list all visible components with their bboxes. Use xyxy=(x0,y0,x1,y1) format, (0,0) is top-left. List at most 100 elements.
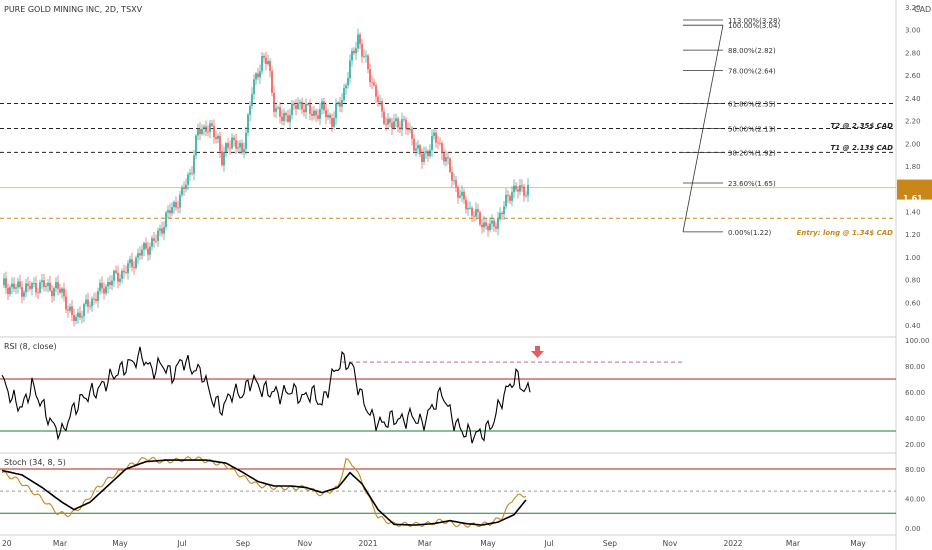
candle-body xyxy=(249,105,251,115)
candle-body xyxy=(445,157,447,162)
stoch-tick-label: 80.00 xyxy=(905,466,925,474)
candle-body xyxy=(303,109,305,113)
candle-body xyxy=(199,129,201,135)
candle-body xyxy=(417,145,419,149)
price-tick-label: 2.20 xyxy=(905,118,921,126)
candle-body xyxy=(197,129,199,136)
time-tick-label: Mar xyxy=(53,539,68,548)
candle-body xyxy=(127,263,129,274)
candle-body xyxy=(181,187,183,195)
candle-body xyxy=(447,157,449,159)
time-tick-label: Mar xyxy=(418,539,433,548)
candle-body xyxy=(61,288,63,293)
candle-body xyxy=(355,48,357,54)
candle-body xyxy=(335,103,337,119)
candle-body xyxy=(131,259,133,268)
candle-body xyxy=(527,184,529,196)
candle-body xyxy=(271,70,273,93)
candle-body xyxy=(235,140,237,149)
candle-body xyxy=(519,185,521,192)
candle-body xyxy=(269,61,271,71)
candle-body xyxy=(341,100,343,107)
price-tick-label: 2.60 xyxy=(905,72,921,80)
candle-body xyxy=(295,105,297,109)
stoch-tick-label: 40.00 xyxy=(905,496,925,504)
candle-body xyxy=(91,298,93,307)
candlestick-series xyxy=(3,28,529,327)
candle-body xyxy=(227,143,229,148)
candle-body xyxy=(99,282,101,292)
fib-level-label: 88.00%(2.82) xyxy=(728,47,776,55)
rsi-tick-label: 40.00 xyxy=(905,415,925,423)
candle-body xyxy=(237,147,239,149)
candle-body xyxy=(419,145,421,155)
candle-body xyxy=(479,212,481,225)
candle-body xyxy=(261,56,263,72)
candle-body xyxy=(93,298,95,300)
candle-body xyxy=(51,290,53,297)
candle-body xyxy=(205,126,207,132)
candle-body xyxy=(189,172,191,175)
price-tick-label: 0.80 xyxy=(905,277,921,285)
candle-body xyxy=(407,128,409,131)
candle-body xyxy=(209,123,211,132)
candle-body xyxy=(277,107,279,109)
candle-body xyxy=(151,238,153,247)
candle-body xyxy=(389,118,391,123)
stoch-tick-label: 0.00 xyxy=(905,525,921,533)
candle-body xyxy=(3,278,5,286)
candle-body xyxy=(143,242,145,250)
candle-body xyxy=(503,206,505,215)
candle-body xyxy=(455,180,457,188)
candle-body xyxy=(395,118,397,122)
candle-body xyxy=(523,186,525,196)
price-tick-label: 2.40 xyxy=(905,95,921,103)
time-tick-label: 2022 xyxy=(723,539,742,548)
candle-body xyxy=(319,109,321,119)
candle-body xyxy=(73,314,75,321)
candle-body xyxy=(525,195,527,197)
candle-body xyxy=(179,194,181,208)
candle-body xyxy=(161,228,163,234)
candle-body xyxy=(19,281,21,288)
last-price-value: 1.61 xyxy=(903,194,923,203)
candle-body xyxy=(337,102,339,104)
candle-body xyxy=(299,101,301,104)
candle-body xyxy=(57,282,59,289)
candle-body xyxy=(507,194,509,197)
rsi-tick-label: 60.00 xyxy=(905,389,925,397)
candle-body xyxy=(213,125,215,138)
rsi-tick-label: 20.00 xyxy=(905,441,925,449)
candle-body xyxy=(107,282,109,287)
last-price-countdown: 1d 23h xyxy=(903,203,927,211)
candle-body xyxy=(245,132,247,149)
candle-body xyxy=(333,118,335,127)
last-price-badge: 1.61 1d 23h xyxy=(897,179,932,211)
candle-body xyxy=(25,283,27,293)
time-tick-label: Mar xyxy=(786,539,801,548)
candle-body xyxy=(505,194,507,207)
candle-body xyxy=(313,110,315,116)
candle-body xyxy=(383,111,385,124)
candle-body xyxy=(439,143,441,145)
candle-body xyxy=(361,43,363,57)
candle-body xyxy=(111,280,113,286)
rsi-title: RSI (8, close) xyxy=(4,342,57,351)
candle-body xyxy=(515,185,517,190)
candle-body xyxy=(109,282,111,286)
candle-body xyxy=(63,288,65,297)
candle-body xyxy=(517,189,519,192)
candle-body xyxy=(167,210,169,213)
candle-body xyxy=(221,151,223,166)
candle-body xyxy=(23,292,25,297)
candle-body xyxy=(55,282,57,289)
candle-body xyxy=(79,312,81,318)
fib-level-label: 78.00%(2.64) xyxy=(728,68,776,76)
time-tick-label: Jul xyxy=(543,539,553,548)
candle-body xyxy=(101,282,103,289)
candle-body xyxy=(71,306,73,315)
candle-body xyxy=(183,187,185,189)
time-tick-label: May xyxy=(850,539,866,548)
candle-body xyxy=(115,270,117,273)
